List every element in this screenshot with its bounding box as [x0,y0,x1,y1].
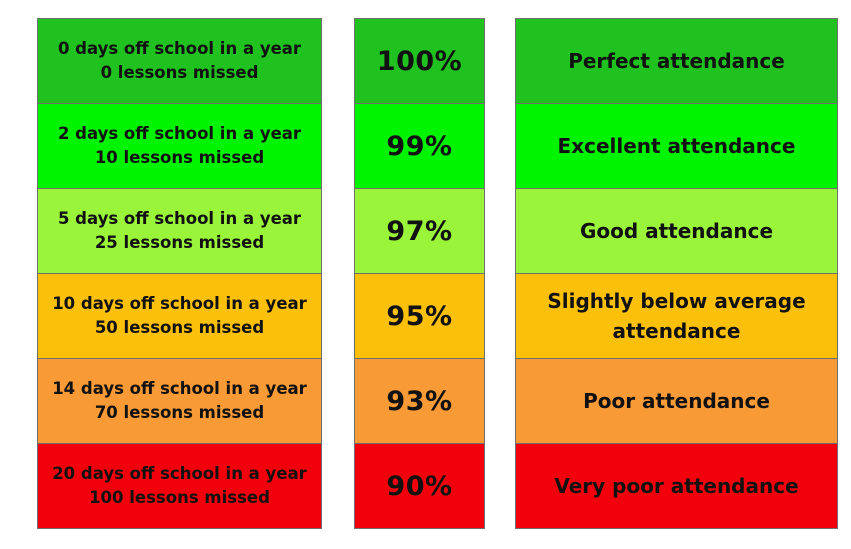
days-off-text: 2 days off school in a year [57,124,302,143]
percentage-cell: 93% [355,359,484,444]
attendance-label-column: Perfect attendance Excellent attendance Go… [515,18,838,529]
percentage-cell: 99% [355,104,484,189]
days-off-text: 10 days off school in a year [52,294,307,313]
attendance-percentage: 100% [376,45,463,77]
percentage-column: 100% 99% 97% 95% 93% 90% [354,18,485,529]
attendance-label-cell: Excellent attendance [516,104,837,189]
days-off-cell: 2 days off school in a year 10 lessons mi… [38,104,321,189]
attendance-label-cell: Perfect attendance [516,19,837,104]
days-off-text: 14 days off school in a year [52,379,307,398]
lessons-missed-text: 10 lessons missed [94,148,265,167]
lessons-missed-text: 50 lessons missed [94,318,265,337]
lessons-missed-text: 100 lessons missed [89,488,270,507]
attendance-rating-label: Good attendance [579,219,774,243]
days-off-text: 5 days off school in a year [57,209,302,228]
percentage-cell: 97% [355,189,484,274]
attendance-percentage: 95% [386,300,453,332]
percentage-cell: 100% [355,19,484,104]
days-off-cell: 0 days off school in a year 0 lessons mis… [38,19,321,104]
attendance-rating-label: Slightly below average attendance [547,289,806,343]
attendance-percentage: 90% [386,470,453,502]
days-off-text: 0 days off school in a year [57,39,302,58]
lessons-missed-text: 25 lessons missed [94,233,265,252]
days-off-cell: 14 days off school in a year 70 lessons m… [38,359,321,444]
attendance-percentage: 97% [386,215,453,247]
days-off-column: 0 days off school in a year 0 lessons mis… [37,18,322,529]
attendance-rating-label: Excellent attendance [557,134,796,158]
lessons-missed-text: 0 lessons missed [100,63,259,82]
attendance-percentage: 93% [386,385,453,417]
attendance-label-cell: Good attendance [516,189,837,274]
days-off-cell: 10 days off school in a year 50 lessons m… [38,274,321,359]
attendance-rating-label: Poor attendance [583,389,770,413]
days-off-cell: 20 days off school in a year 100 lessons … [38,444,321,529]
percentage-cell: 95% [355,274,484,359]
attendance-label-cell: Slightly below average attendance [516,274,837,359]
attendance-label-cell: Poor attendance [516,359,837,444]
attendance-rating-label: Very poor attendance [554,474,799,498]
lessons-missed-text: 70 lessons missed [94,403,265,422]
days-off-cell: 5 days off school in a year 25 lessons mi… [38,189,321,274]
attendance-label-cell: Very poor attendance [516,444,837,529]
days-off-text: 20 days off school in a year [52,464,307,483]
attendance-percentage: 99% [386,130,453,162]
percentage-cell: 90% [355,444,484,529]
attendance-rating-label: Perfect attendance [568,49,785,73]
